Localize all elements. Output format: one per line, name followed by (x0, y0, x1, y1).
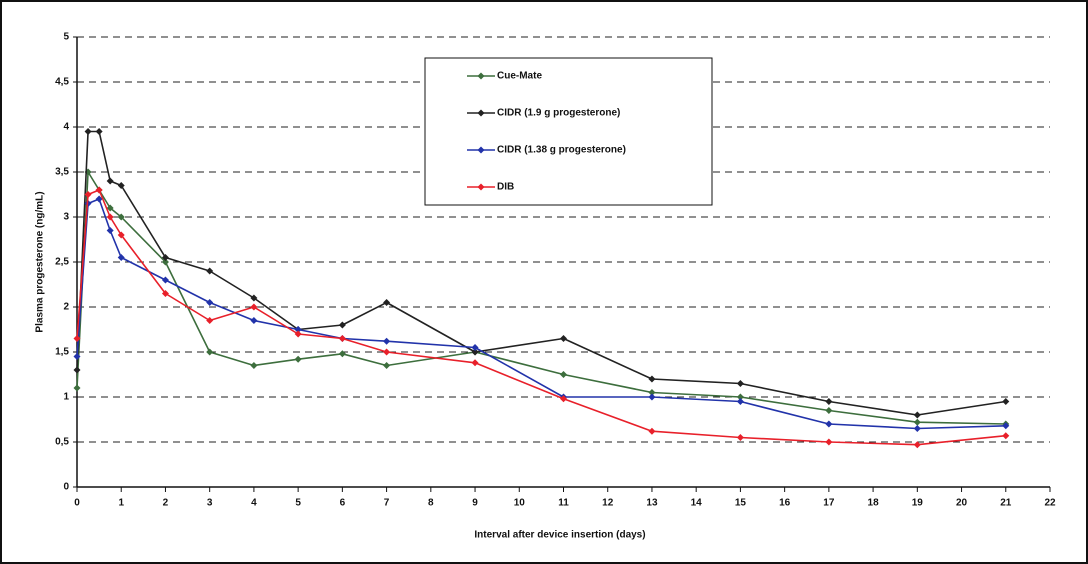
x-tick-label: 0 (74, 498, 80, 509)
x-tick-label: 21 (1000, 498, 1012, 509)
x-tick-label: 19 (912, 498, 924, 509)
x-axis-title: Interval after device insertion (days) (474, 530, 645, 541)
y-tick-label: 5 (63, 32, 69, 43)
y-axis-title: Plasma progesterone (ng/mL) (35, 191, 46, 332)
legend-box (425, 58, 712, 205)
x-tick-label: 15 (735, 498, 747, 509)
y-tick-label: 1 (63, 392, 69, 403)
legend-label: CIDR (1.9 g progesterone) (497, 108, 620, 119)
y-tick-label: 0 (63, 482, 69, 493)
x-tick-label: 9 (472, 498, 478, 509)
x-tick-label: 7 (384, 498, 390, 509)
x-tick-label: 6 (340, 498, 346, 509)
legend-label: CIDR (1.38 g progesterone) (497, 145, 626, 156)
y-tick-label: 4,5 (55, 77, 69, 88)
y-tick-label: 3,5 (55, 167, 69, 178)
x-tick-label: 13 (646, 498, 658, 509)
x-tick-label: 16 (779, 498, 791, 509)
x-tick-label: 4 (251, 498, 257, 509)
legend-label: Cue-Mate (497, 71, 542, 82)
y-tick-label: 2,5 (55, 257, 69, 268)
x-tick-label: 8 (428, 498, 434, 509)
y-tick-label: 0,5 (55, 437, 69, 448)
x-tick-label: 3 (207, 498, 213, 509)
y-tick-label: 2 (63, 302, 69, 313)
x-tick-label: 11 (558, 498, 569, 509)
x-tick-label: 17 (823, 498, 835, 509)
x-tick-label: 1 (118, 498, 124, 509)
x-tick-label: 18 (868, 498, 880, 509)
x-tick-label: 14 (691, 498, 703, 509)
y-tick-label: 3 (63, 212, 69, 223)
x-tick-label: 10 (514, 498, 526, 509)
page: {"chart_data": {"type": "line", "x_label… (0, 0, 1088, 564)
legend-label: DIB (497, 182, 514, 193)
y-tick-label: 4 (63, 122, 69, 133)
x-tick-label: 2 (163, 498, 169, 509)
x-tick-label: 5 (295, 498, 301, 509)
x-tick-label: 20 (956, 498, 968, 509)
x-tick-label: 22 (1044, 498, 1056, 509)
chart: Interval after device insertion (days) P… (0, 0, 1088, 564)
x-tick-label: 12 (602, 498, 614, 509)
y-tick-label: 1,5 (55, 347, 69, 358)
